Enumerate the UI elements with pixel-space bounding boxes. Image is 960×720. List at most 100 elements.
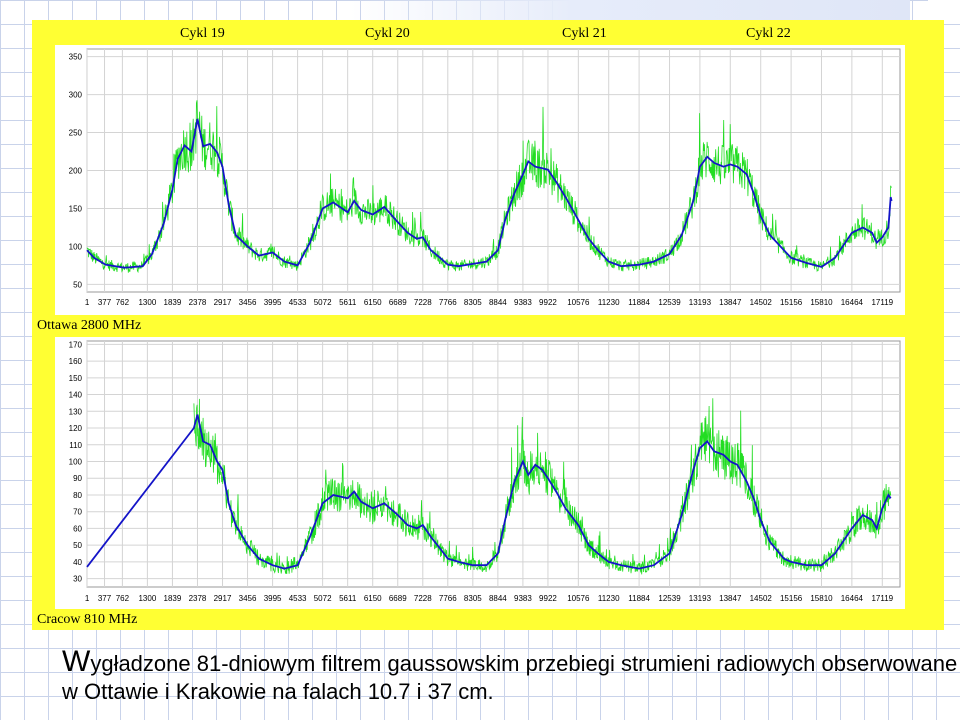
x-tick-label: 17119 — [871, 298, 893, 307]
y-tick-label: 60 — [73, 524, 82, 533]
y-tick-label: 250 — [69, 129, 83, 138]
x-tick-label: 6689 — [389, 298, 407, 307]
x-tick-label: 17119 — [871, 594, 893, 603]
x-tick-label: 10576 — [567, 298, 590, 307]
x-tick-label: 377 — [98, 594, 112, 603]
y-tick-label: 100 — [69, 457, 83, 466]
x-tick-label: 9922 — [539, 298, 557, 307]
x-tick-label: 6150 — [364, 298, 382, 307]
x-tick-label: 9383 — [514, 594, 532, 603]
x-tick-label: 6689 — [389, 594, 407, 603]
x-tick-label: 7766 — [439, 298, 457, 307]
x-tick-label: 15810 — [810, 298, 833, 307]
x-tick-label: 4533 — [289, 594, 307, 603]
x-tick-label: 1839 — [164, 298, 182, 307]
x-tick-label: 1300 — [138, 594, 156, 603]
x-tick-label: 4533 — [289, 298, 307, 307]
smoothed-flux-line — [86, 414, 892, 570]
x-tick-label: 11230 — [598, 298, 620, 307]
x-tick-label: 1300 — [138, 298, 156, 307]
y-tick-label: 70 — [73, 508, 82, 517]
y-tick-label: 90 — [73, 474, 82, 483]
x-tick-label: 15156 — [780, 298, 803, 307]
x-tick-label: 762 — [116, 594, 130, 603]
y-tick-label: 160 — [69, 357, 83, 366]
slide-caption: Wygładzone 81-dniowym filtrem gaussowski… — [62, 645, 960, 706]
y-tick-label: 150 — [69, 204, 83, 213]
x-tick-label: 14502 — [750, 298, 773, 307]
x-tick-label: 9922 — [539, 594, 557, 603]
x-tick-label: 9383 — [514, 298, 532, 307]
slide-corner — [928, 0, 960, 22]
ottawa-chart: 50 100 150 200 250 300 350 1 377 762 1300 1839 2378 2… — [55, 45, 905, 315]
y-tick-label: 150 — [69, 374, 83, 383]
slide-header-band — [350, 0, 910, 22]
y-tick-label: 110 — [69, 441, 82, 450]
x-tick-label: 5072 — [314, 594, 332, 603]
smoothed-flux-line — [86, 118, 893, 269]
x-tick-label: 13193 — [689, 298, 712, 307]
x-tick-label: 10576 — [567, 594, 590, 603]
x-tick-label: 8844 — [489, 298, 507, 307]
caption-text: ygładzone 81-dniowym filtrem gaussowskim… — [62, 651, 958, 704]
y-tick-label: 140 — [69, 391, 83, 400]
raw-flux-signal — [193, 398, 892, 575]
x-tick-label: 2378 — [189, 594, 207, 603]
x-tick-label: 16464 — [841, 298, 864, 307]
x-tick-label: 11884 — [628, 594, 650, 603]
x-tick-label: 8305 — [464, 298, 482, 307]
y-tick-label: 300 — [69, 91, 83, 100]
x-tick-label: 7228 — [414, 594, 432, 603]
x-tick-label: 13847 — [719, 298, 742, 307]
x-tick-label: 14502 — [750, 594, 773, 603]
y-tick-label: 50 — [73, 280, 82, 289]
cracow-station-label: Cracow 810 MHz — [37, 612, 138, 627]
y-tick-label: 170 — [69, 340, 83, 349]
ottawa-chart-svg: 50 100 150 200 250 300 350 1 377 762 1300 1839 2378 2… — [69, 48, 901, 307]
y-tick-label: 350 — [69, 53, 83, 62]
y-tick-label: 40 — [73, 558, 82, 567]
x-tick-label: 3456 — [239, 298, 257, 307]
y-tick-label: 100 — [69, 242, 83, 251]
x-tick-label: 1 — [85, 298, 90, 307]
x-tick-label: 2917 — [214, 298, 232, 307]
x-tick-label: 11230 — [598, 594, 620, 603]
x-tick-label: 15810 — [810, 594, 833, 603]
y-tick-label: 30 — [73, 575, 82, 584]
x-tick-label: 5072 — [314, 298, 332, 307]
y-tick-label: 130 — [69, 407, 83, 416]
x-tick-label: 5611 — [339, 298, 357, 307]
x-tick-label: 1839 — [164, 594, 182, 603]
x-tick-label: 13847 — [719, 594, 742, 603]
cycle-label-20: Cykl 20 — [365, 26, 410, 41]
y-tick-label: 80 — [73, 491, 82, 500]
raw-flux-signal — [86, 100, 892, 274]
x-tick-label: 2378 — [189, 298, 207, 307]
x-tick-label: 377 — [98, 298, 112, 307]
cycle-label-21: Cykl 21 — [562, 26, 607, 41]
y-tick-label: 120 — [69, 424, 83, 433]
x-tick-label: 13193 — [689, 594, 712, 603]
x-tick-label: 7766 — [439, 594, 457, 603]
x-tick-label: 3995 — [264, 298, 282, 307]
x-tick-label: 15156 — [780, 594, 803, 603]
x-tick-label: 3456 — [239, 594, 257, 603]
ottawa-station-label: Ottawa 2800 MHz — [37, 318, 142, 333]
cycle-label-22: Cykl 22 — [746, 26, 791, 41]
x-tick-label: 8844 — [489, 594, 507, 603]
x-tick-label: 2917 — [214, 594, 232, 603]
x-tick-label: 6150 — [364, 594, 382, 603]
x-tick-label: 8305 — [464, 594, 482, 603]
x-tick-label: 3995 — [264, 594, 282, 603]
x-tick-label: 762 — [116, 298, 130, 307]
cracow-chart: 30 40 50 60 70 80 90 100 110 120 130 140 150 160 170 1 3… — [55, 337, 905, 609]
y-tick-label: 200 — [69, 167, 83, 176]
x-tick-label: 1 — [85, 594, 90, 603]
x-tick-label: 16464 — [841, 594, 864, 603]
x-tick-label: 12539 — [658, 594, 681, 603]
y-tick-label: 50 — [73, 541, 82, 550]
x-tick-label: 5611 — [339, 594, 357, 603]
caption-initial: W — [62, 645, 91, 678]
cycle-label-19: Cykl 19 — [180, 26, 225, 41]
